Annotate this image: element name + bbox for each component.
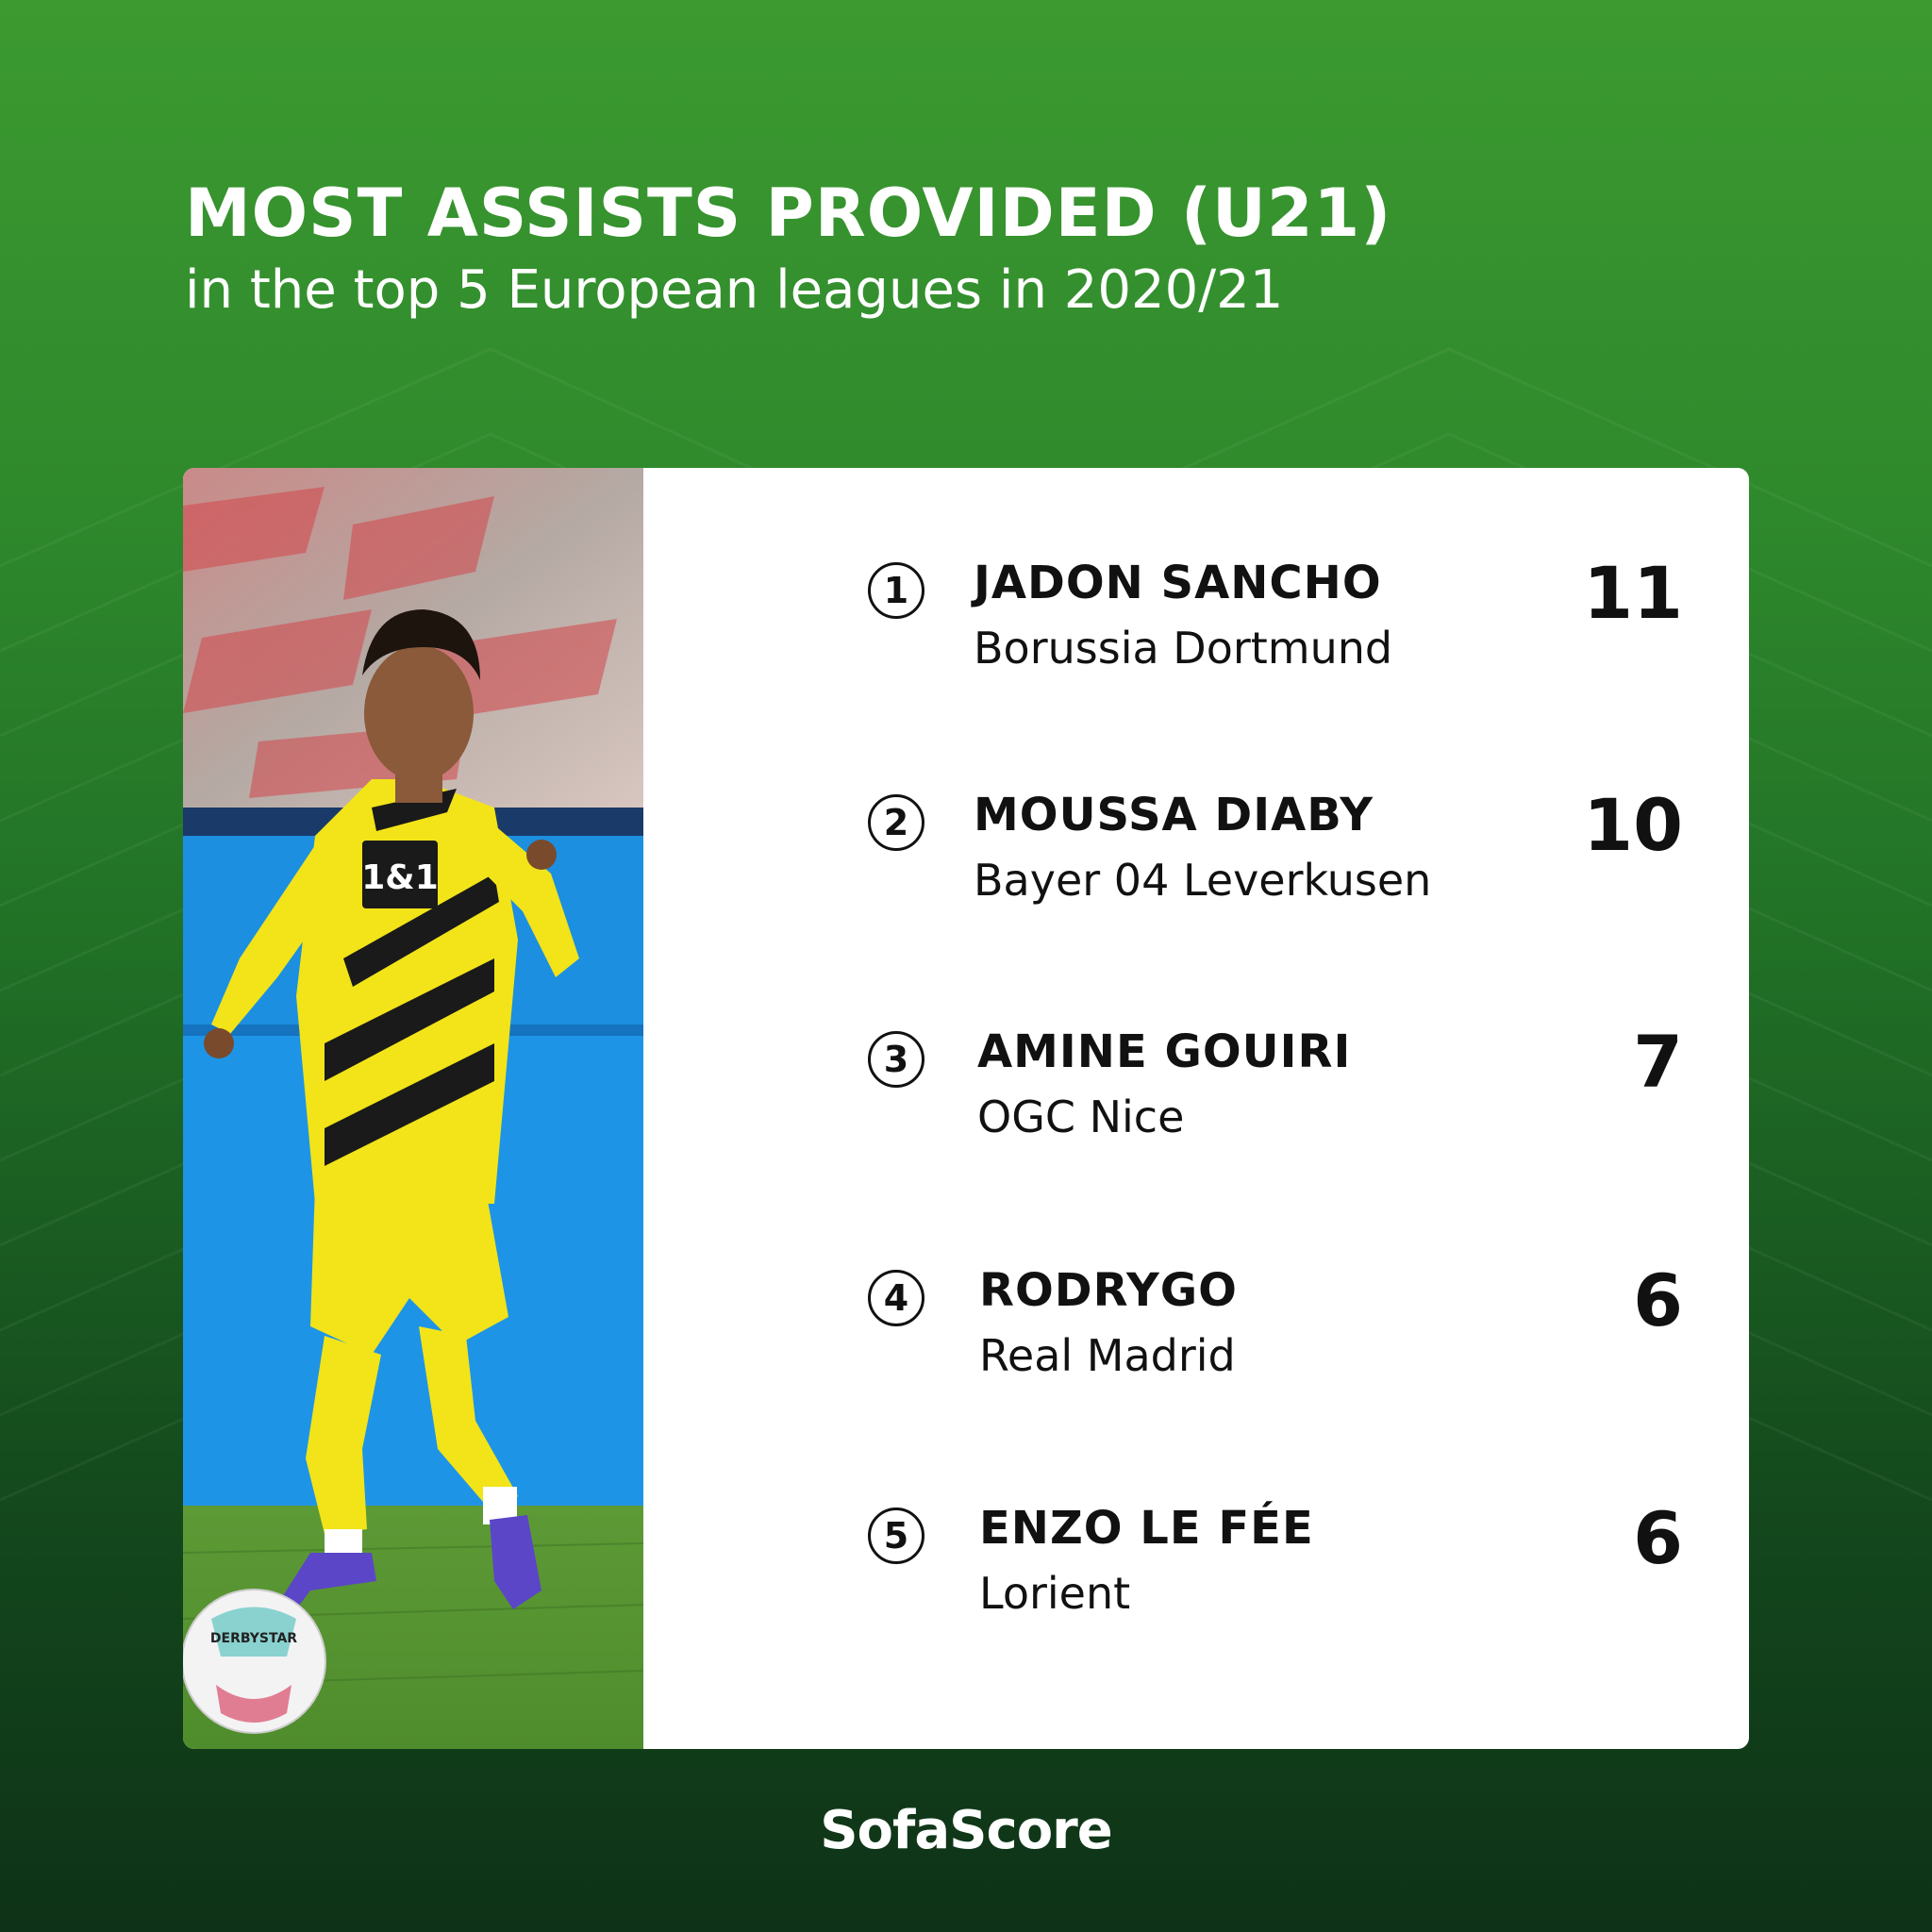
player-figure: 1&1 bbox=[204, 609, 579, 1609]
assists-value: 10 bbox=[1583, 783, 1683, 867]
team-name: OGC Nice bbox=[977, 1091, 1185, 1142]
brand-logo: SofaScore bbox=[820, 1800, 1113, 1861]
ranking-card: 1&1 DERBYSTAR 1 JADON SANCH bbox=[183, 468, 1749, 1749]
football: DERBYSTAR bbox=[183, 1589, 326, 1734]
list-item: 4 RODRYGO Real Madrid 6 bbox=[643, 1258, 1749, 1458]
player-name: AMINE GOUIRI bbox=[977, 1025, 1352, 1078]
player-name: JADON SANCHO bbox=[974, 557, 1382, 609]
player-photo: 1&1 DERBYSTAR bbox=[183, 468, 643, 1749]
ball-text: DERBYSTAR bbox=[210, 1631, 297, 1646]
rank-badge: 3 bbox=[868, 1031, 924, 1088]
player-name: MOUSSA DIABY bbox=[974, 789, 1374, 841]
list-item: 3 AMINE GOUIRI OGC Nice 7 bbox=[643, 1020, 1749, 1220]
team-name: Borussia Dortmund bbox=[974, 623, 1393, 674]
team-name: Real Madrid bbox=[979, 1330, 1236, 1381]
team-name: Bayer 04 Leverkusen bbox=[974, 855, 1432, 906]
shirt-sponsor: 1&1 bbox=[361, 858, 439, 897]
header: MOST ASSISTS PROVIDED (U21) in the top 5… bbox=[185, 175, 1789, 323]
player-name: ENZO LE FÉE bbox=[979, 1502, 1314, 1555]
assists-value: 11 bbox=[1583, 551, 1683, 635]
ranking-list: 1 JADON SANCHO Borussia Dortmund 11 2 MO… bbox=[643, 468, 1749, 1749]
list-item: 1 JADON SANCHO Borussia Dortmund 11 bbox=[643, 551, 1749, 751]
page-title: MOST ASSISTS PROVIDED (U21) bbox=[185, 175, 1392, 252]
rank-badge: 4 bbox=[868, 1270, 924, 1326]
assists-value: 7 bbox=[1633, 1020, 1683, 1104]
list-item: 5 ENZO LE FÉE Lorient 6 bbox=[643, 1496, 1749, 1696]
team-name: Lorient bbox=[979, 1568, 1131, 1619]
page-subtitle: in the top 5 European leagues in 2020/21 bbox=[185, 259, 1284, 321]
rank-badge: 5 bbox=[868, 1507, 924, 1564]
assists-value: 6 bbox=[1633, 1258, 1683, 1342]
rank-badge: 2 bbox=[868, 794, 924, 851]
assists-value: 6 bbox=[1633, 1496, 1683, 1580]
list-item: 2 MOUSSA DIABY Bayer 04 Leverkusen 10 bbox=[643, 783, 1749, 983]
rank-badge: 1 bbox=[868, 562, 924, 619]
player-name: RODRYGO bbox=[979, 1264, 1238, 1317]
